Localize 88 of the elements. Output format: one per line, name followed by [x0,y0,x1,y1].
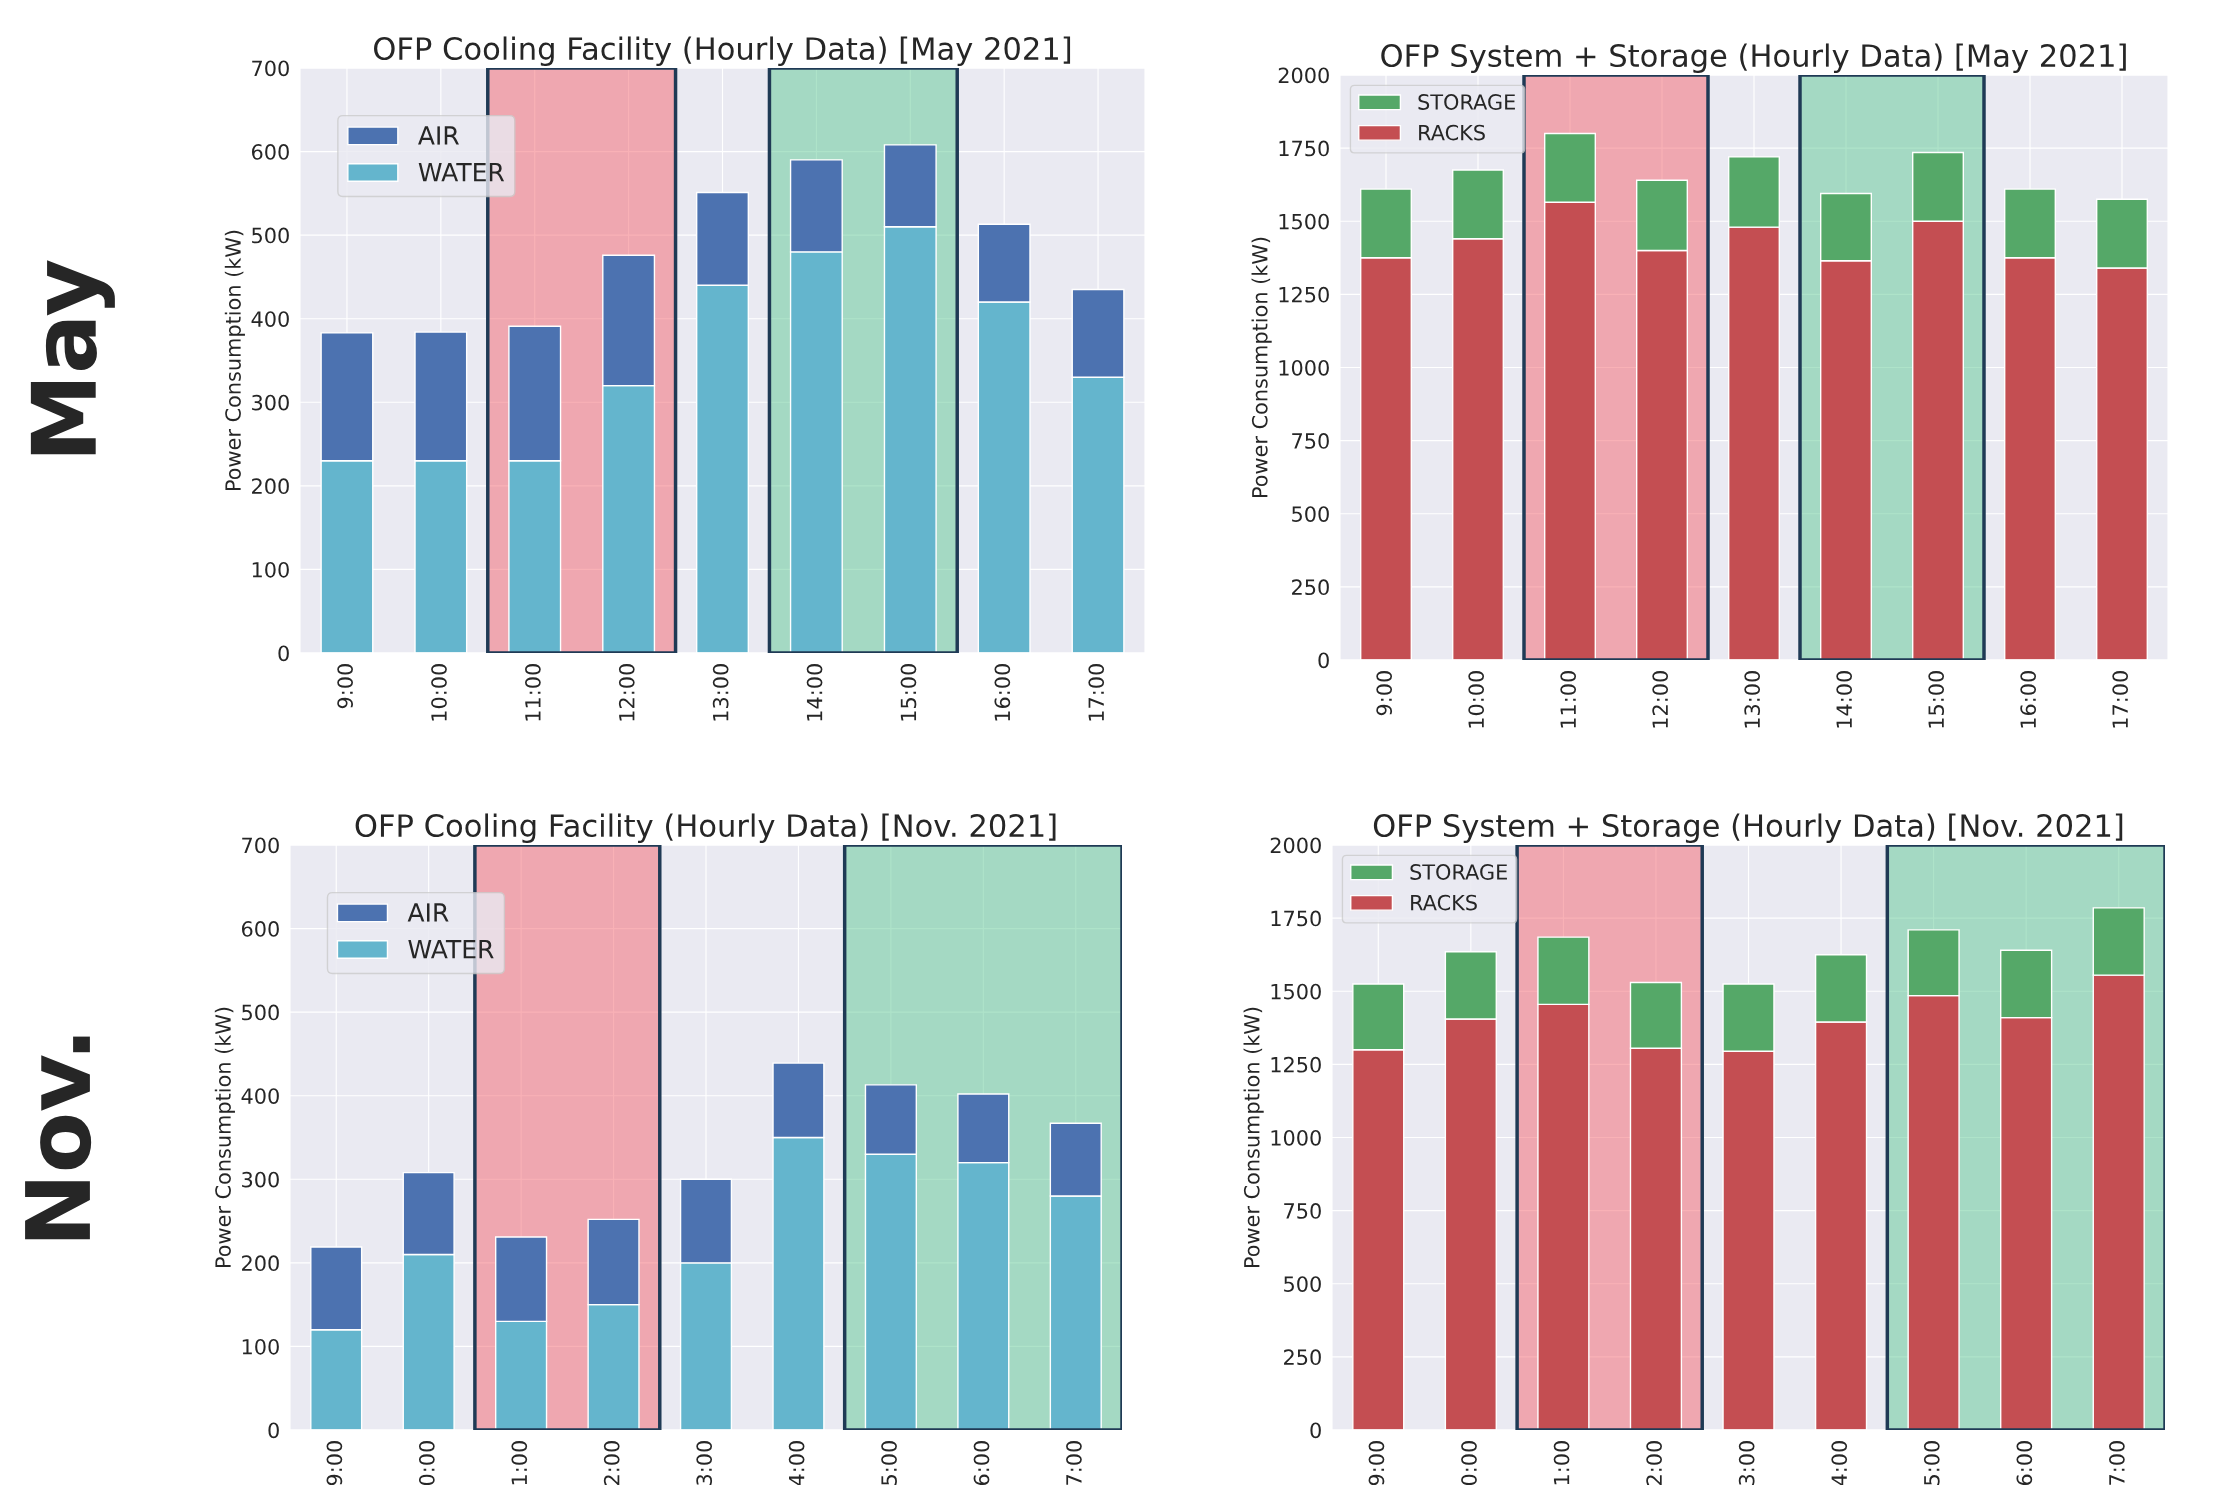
y-tick-label: 500 [242,1004,279,1021]
y-tick-label: 250 [1292,579,1329,596]
chart-title: OFP Cooling Facility (Hourly Data) [May 2021] [374,36,1071,67]
text: May [30,260,115,455]
x-tick-label: 16:00 [994,664,1011,721]
y-tick-label: 400 [241,1088,279,1104]
y-tick-label: 750 [1284,1203,1321,1219]
y-tick-label: 500 [1284,1276,1321,1292]
x-tick-label: 13:00 [712,664,729,721]
y-axis-title: Power Consumption (kW) [214,1007,235,1268]
y-axis-title: Power Consumption (kW) [1243,1007,1264,1268]
y-axis-title: Power Consumption (kW) [1251,237,1272,498]
y-tick-label: 1250 [1279,286,1329,303]
legend-label: RACKS [1419,124,1485,141]
x-tick-label: 10:00 [1468,671,1485,728]
legend-label: RACKS [1411,894,1477,911]
y-tick-label: 400 [251,311,289,327]
y-axis-title: Power Consumption (kW) [224,230,245,491]
legend-label: AIR [418,126,459,145]
x-tick-label: 9:00 [1376,671,1393,716]
chart-title: OFP System + Storage (Hourly Data) [Nov. 2021] [1373,813,2123,844]
x-tick-label: 6:00 [973,1441,990,1485]
y-tick-label: 100 [242,1338,279,1355]
x-tick-label: 7:00 [2109,1441,2125,1485]
y-tick-label: 100 [252,561,289,578]
x-tick-label: 5:00 [1923,1441,1940,1485]
x-tick-label: 1:00 [1553,1441,1570,1485]
y-tick-label: 500 [1292,506,1329,522]
x-tick-label: 3:00 [1738,1441,1755,1485]
legend-label: WATER [418,163,505,182]
x-tick-label: 0:00 [418,1441,435,1485]
x-tick-label: 12:00 [618,664,635,721]
x-tick-label: 7:00 [1066,1441,1082,1485]
y-tick-label: 1500 [1271,983,1321,1000]
chart-title: OFP Cooling Facility (Hourly Data) [Nov. 2021] [355,813,1056,844]
y-tick-label: 0 [1310,1422,1321,1439]
y-tick-label: 1750 [1279,140,1329,157]
x-tick-label: 11:00 [525,664,541,721]
legend-label: AIR [407,903,449,922]
y-tick-label: 200 [252,478,289,495]
y-tick-label: 2000 [1278,67,1329,84]
x-tick-label: 9:00 [337,664,353,709]
y-tick-label: 500 [252,227,289,244]
y-tick-label: 700 [242,837,279,854]
x-tick-label: 5:00 [881,1441,897,1485]
x-tick-label: 14:00 [1836,671,1853,728]
y-tick-label: 0 [278,645,289,662]
x-tick-label: 4:00 [1831,1441,1848,1485]
x-tick-label: 15:00 [1928,671,1945,728]
x-tick-label: 15:00 [900,664,917,721]
x-tick-label: 17:00 [1088,664,1105,721]
y-tick-label: 0 [268,1422,279,1439]
chart-title: OFP System + Storage (Hourly Data) [May 2021] [1381,43,2126,74]
x-tick-label: 17:00 [2112,671,2129,728]
x-tick-label: 0:00 [1461,1441,1477,1485]
y-tick-label: 300 [252,394,289,411]
text: Nov. [25,1036,92,1240]
y-tick-label: 700 [252,60,289,77]
y-tick-label: 1500 [1279,213,1329,230]
legend-label: WATER [408,940,494,959]
x-tick-label: 3:00 [696,1441,713,1485]
x-tick-label: 4:00 [788,1441,805,1485]
y-tick-label: 0 [1318,652,1329,669]
x-tick-label: 11:00 [1560,671,1577,728]
y-tick-label: 250 [1284,1349,1321,1366]
x-tick-label: 14:00 [806,664,823,721]
legend-label: STORAGE [1410,864,1507,880]
x-tick-label: 12:00 [1652,671,1669,728]
x-tick-label: 9:00 [326,1441,343,1485]
x-tick-label: 6:00 [2016,1441,2033,1485]
x-tick-label: 2:00 [603,1441,620,1485]
y-tick-label: 600 [241,921,279,937]
x-tick-label: 10:00 [431,664,447,721]
x-tick-label: 9:00 [1368,1441,1385,1485]
x-tick-label: 2:00 [1646,1441,1662,1485]
y-tick-label: 1000 [1279,359,1329,376]
x-tick-label: 16:00 [2020,671,2037,728]
x-tick-label: 13:00 [1744,671,1761,728]
x-tick-label: 1:00 [511,1441,528,1485]
y-tick-label: 600 [251,144,289,160]
y-tick-label: 1250 [1271,1056,1321,1073]
y-tick-label: 1750 [1271,910,1321,927]
y-tick-label: 750 [1292,433,1329,449]
y-tick-label: 200 [242,1255,279,1272]
y-tick-label: 2000 [1270,837,1321,854]
legend-label: STORAGE [1418,94,1515,110]
y-tick-label: 1000 [1271,1129,1321,1146]
y-tick-label: 300 [242,1171,279,1188]
